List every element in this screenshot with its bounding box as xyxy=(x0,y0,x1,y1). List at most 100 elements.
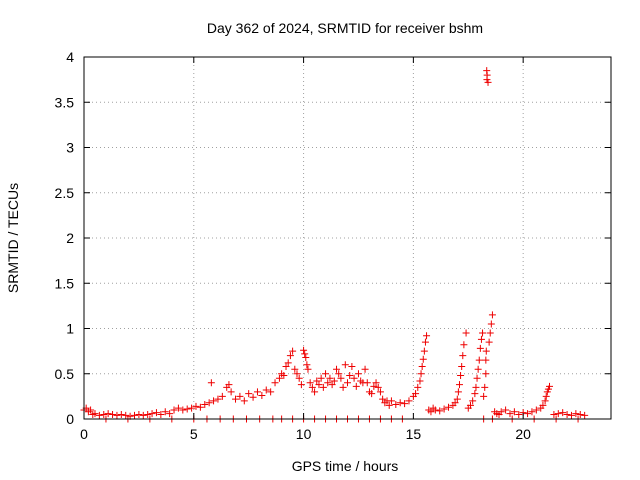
y-tick-label: 0 xyxy=(66,411,74,427)
data-point xyxy=(484,78,492,86)
data-point xyxy=(482,347,490,355)
data-point xyxy=(418,363,426,371)
data-point xyxy=(306,379,314,387)
data-point xyxy=(479,329,487,337)
data-point xyxy=(301,350,309,358)
data-point xyxy=(352,382,360,390)
data-point xyxy=(304,365,312,373)
data-point xyxy=(482,356,490,364)
data-point xyxy=(421,338,429,346)
data-point xyxy=(122,411,130,419)
x-axis-label: GPS time / hours xyxy=(292,458,399,474)
data-point xyxy=(214,395,222,403)
data-point xyxy=(532,406,540,414)
data-point xyxy=(453,395,461,403)
data-point xyxy=(179,406,187,414)
data-point xyxy=(280,372,288,380)
data-point xyxy=(524,410,532,418)
data-point xyxy=(550,410,558,418)
data-point xyxy=(282,363,290,371)
axis-layer: 0 5 10 15 20 0 0.5 1 1.5 2 2.5 3 3.5 4 xyxy=(55,49,611,442)
data-point xyxy=(472,383,480,391)
data-points xyxy=(80,67,589,423)
data-point xyxy=(317,374,325,382)
data-point xyxy=(528,408,536,416)
data-point xyxy=(174,404,182,412)
data-point xyxy=(350,374,358,382)
data-point xyxy=(474,365,482,373)
data-point xyxy=(485,338,493,346)
data-point xyxy=(258,391,266,399)
y-tick-label: 3 xyxy=(66,140,74,156)
data-point xyxy=(300,346,308,354)
y-tick-label: 0.5 xyxy=(55,366,75,382)
data-point xyxy=(563,410,571,418)
data-point xyxy=(207,379,215,387)
data-point xyxy=(475,356,483,364)
data-point xyxy=(363,379,371,387)
data-point xyxy=(440,405,448,413)
data-point xyxy=(423,332,431,340)
x-tick-label: 5 xyxy=(190,426,198,442)
data-point xyxy=(427,408,435,416)
data-point xyxy=(473,374,481,382)
data-point xyxy=(510,408,518,416)
data-point xyxy=(515,410,523,418)
data-point xyxy=(401,400,409,408)
data-point xyxy=(385,401,393,409)
data-point xyxy=(201,401,209,409)
data-point xyxy=(436,407,444,415)
data-point xyxy=(113,411,121,419)
data-point xyxy=(546,382,554,390)
y-tick-label: 1.5 xyxy=(55,275,75,291)
data-point xyxy=(271,379,279,387)
data-point xyxy=(166,410,174,418)
data-point xyxy=(396,399,404,407)
chart-title: Day 362 of 2024, SRMTID for receiver bsh… xyxy=(207,20,483,36)
data-point xyxy=(405,397,413,405)
data-point xyxy=(370,382,378,390)
data-point xyxy=(567,411,575,419)
data-point xyxy=(315,381,323,389)
data-point xyxy=(454,388,462,396)
data-point xyxy=(462,329,470,337)
data-point xyxy=(572,410,580,418)
data-point xyxy=(91,410,99,418)
data-point xyxy=(368,390,376,398)
data-point xyxy=(497,408,505,416)
y-tick-label: 2.5 xyxy=(55,185,75,201)
data-point xyxy=(559,409,567,417)
data-point xyxy=(487,320,495,328)
data-point xyxy=(267,388,275,396)
data-point xyxy=(414,383,422,391)
x-tick-label: 20 xyxy=(515,426,531,442)
data-point xyxy=(245,390,253,398)
data-point xyxy=(324,379,332,387)
data-point xyxy=(539,401,547,409)
data-point xyxy=(117,410,125,418)
data-point xyxy=(308,383,316,391)
data-point xyxy=(480,392,488,400)
data-point xyxy=(420,347,428,355)
data-point xyxy=(144,410,152,418)
data-point xyxy=(379,395,387,403)
data-point xyxy=(188,404,196,412)
data-point xyxy=(506,410,514,418)
data-point xyxy=(376,388,384,396)
y-tick-label: 1 xyxy=(66,321,74,337)
x-tick-label: 15 xyxy=(406,426,422,442)
data-point xyxy=(253,388,261,396)
data-point xyxy=(374,383,382,391)
data-point xyxy=(417,370,425,378)
data-point xyxy=(328,381,336,389)
data-point xyxy=(581,411,589,419)
data-point xyxy=(87,406,95,414)
data-point xyxy=(339,383,347,391)
x-tick-label: 0 xyxy=(80,426,88,442)
data-point xyxy=(486,329,494,337)
data-point xyxy=(392,401,400,409)
data-point xyxy=(262,386,270,394)
data-point xyxy=(303,361,311,369)
grid-layer xyxy=(84,57,611,419)
data-point xyxy=(457,372,465,380)
